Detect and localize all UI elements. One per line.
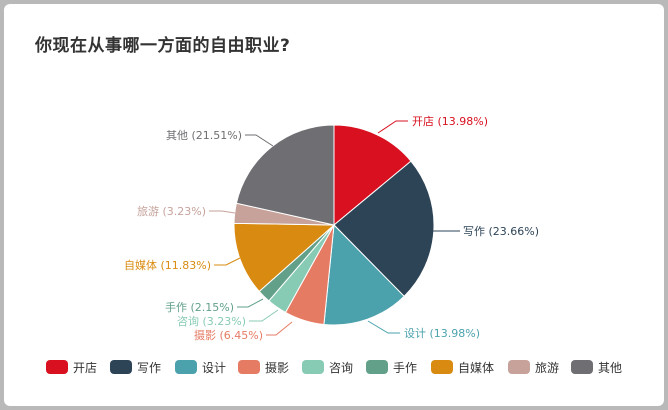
legend-label: 咨询: [329, 360, 353, 375]
legend-label: 写作: [137, 361, 161, 375]
leader-line: [377, 120, 408, 134]
pie-slice-写作[interactable]: [333, 160, 435, 298]
chart-title: 你现在从事哪一方面的自由职业?: [35, 36, 291, 56]
legend-item-设计[interactable]: 设计: [175, 360, 226, 375]
leader-line: [245, 134, 274, 147]
slice-label: 旅游 (3.23%): [137, 204, 206, 218]
leader-line: [209, 210, 236, 214]
leader-line: [237, 298, 264, 308]
legend-swatch: [431, 360, 453, 374]
legend-item-手作[interactable]: 手作: [366, 360, 417, 375]
legend-swatch: [238, 360, 260, 374]
legend-swatch: [508, 360, 530, 374]
slice-label: 写作 (23.66%): [463, 225, 539, 238]
legend-item-自媒体[interactable]: 自媒体: [431, 360, 494, 375]
legend-swatch: [110, 360, 132, 374]
slice-label: 摄影 (6.45%): [194, 328, 263, 342]
slice-label: 其他 (21.51%): [166, 129, 242, 142]
slice-label: 自媒体 (11.83%): [124, 258, 211, 272]
legend-swatch: [571, 360, 593, 374]
legend-label: 自媒体: [458, 361, 494, 375]
pie-slice-自媒体[interactable]: [233, 222, 336, 293]
legend-label: 手作: [393, 361, 417, 375]
pie-slice-开店[interactable]: [333, 124, 412, 227]
leader-line: [266, 321, 293, 336]
legend-item-旅游[interactable]: 旅游: [508, 360, 559, 375]
legend-label: 开店: [73, 361, 97, 375]
legend-item-写作[interactable]: 写作: [110, 360, 161, 375]
legend-swatch: [46, 360, 68, 374]
pie-slice-设计[interactable]: [323, 223, 405, 326]
legend-item-摄影[interactable]: 摄影: [238, 360, 289, 375]
leader-line: [249, 309, 279, 322]
slice-label: 手作 (2.15%): [165, 300, 234, 314]
legend-swatch: [302, 360, 324, 374]
legend-label: 旅游: [535, 361, 559, 375]
legend-label: 设计: [202, 361, 226, 375]
legend-label: 其他: [598, 361, 622, 375]
pie-slice-其他[interactable]: [235, 124, 335, 226]
leader-line: [214, 257, 241, 266]
slice-label: 设计 (13.98%): [404, 327, 480, 340]
legend-label: 摄影: [265, 360, 289, 375]
legend-item-其他[interactable]: 其他: [571, 360, 622, 375]
leader-line: [367, 320, 400, 334]
legend-item-开店[interactable]: 开店: [46, 360, 97, 375]
legend-swatch: [366, 360, 388, 374]
legend-swatch: [175, 360, 197, 374]
slice-label: 咨询 (3.23%): [177, 314, 246, 328]
legend-item-咨询[interactable]: 咨询: [302, 360, 353, 375]
slice-label: 开店 (13.98%): [412, 114, 488, 128]
